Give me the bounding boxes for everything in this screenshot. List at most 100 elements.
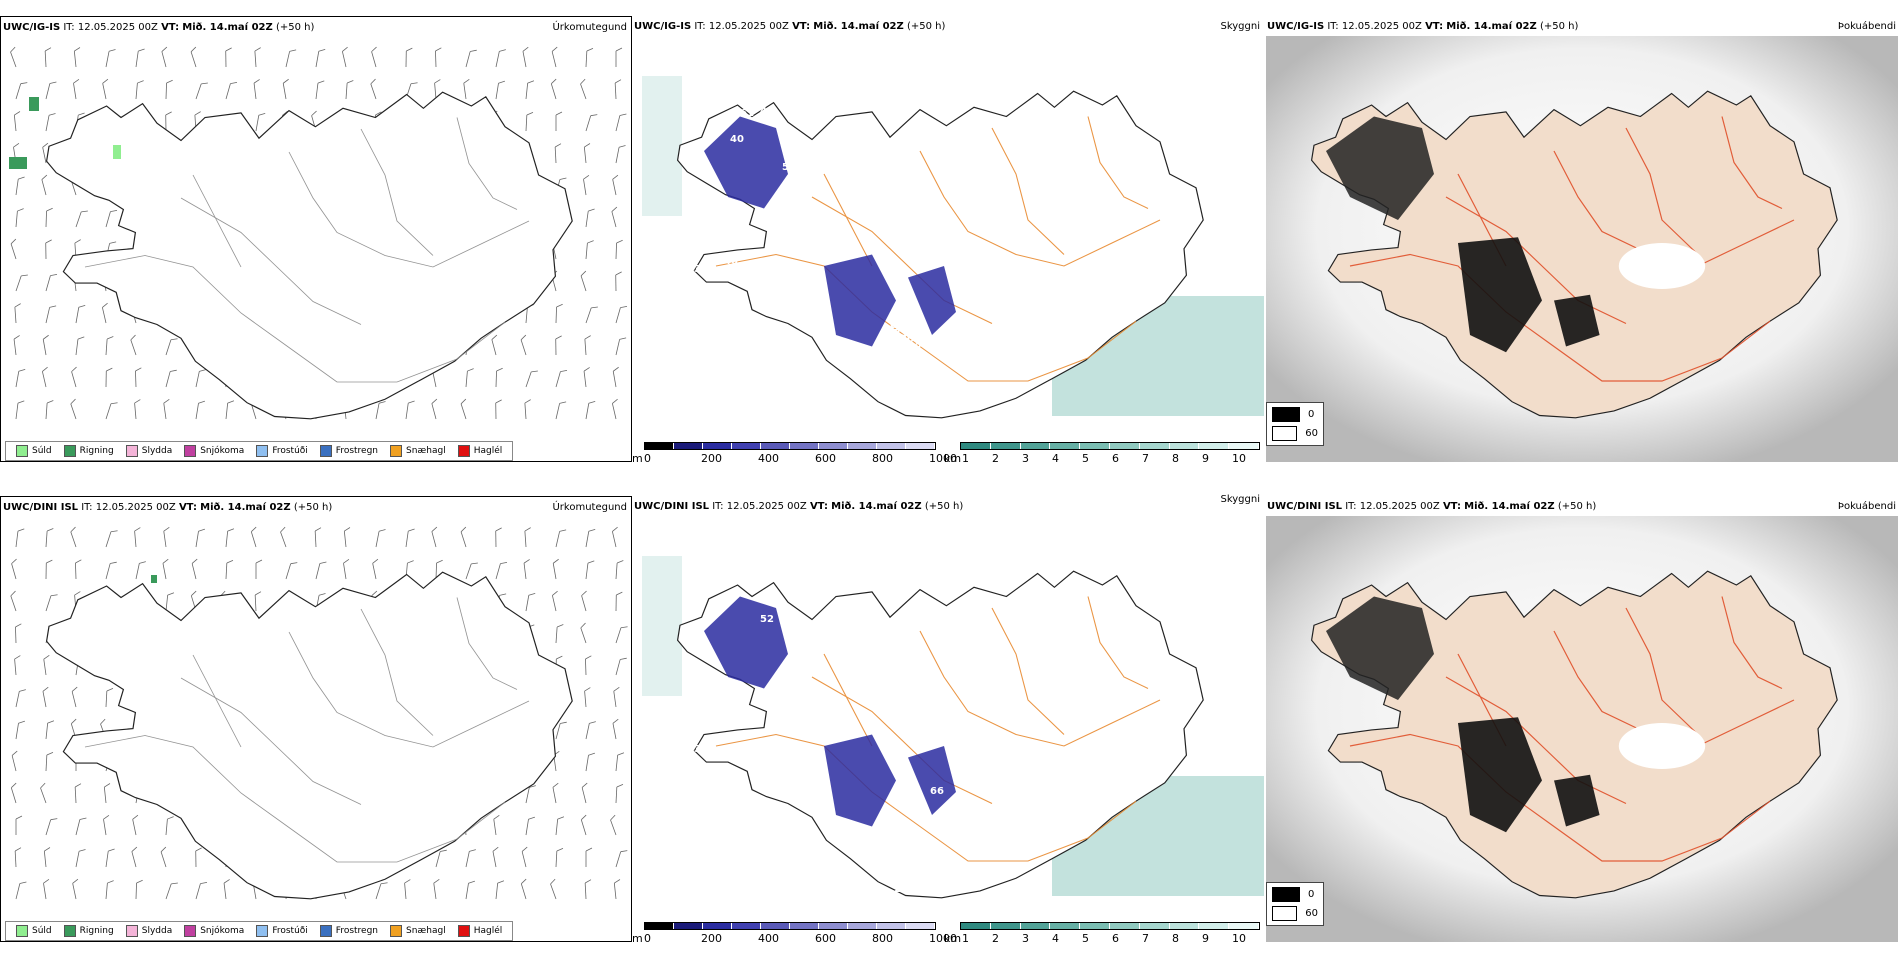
vis-value-label: 59 [782, 162, 796, 173]
colorbar-tick: 200 [701, 452, 722, 465]
vis-value-label: 49 [760, 106, 774, 117]
lead-time: (+50 h) [1540, 21, 1578, 32]
valid-time: Mið. 14.maí 02Z [182, 22, 273, 33]
colorbar-tick: 600 [815, 932, 836, 945]
colorbar-tick: 8 [1172, 452, 1179, 465]
it-label: IT: [712, 501, 723, 512]
legend-label: Haglél [474, 446, 503, 456]
legend-label: 60 [1305, 908, 1318, 919]
precip-type-panel: UWC/DINI ISL IT: 12.05.2025 00Z VT: Mið.… [0, 496, 632, 942]
colorbar-tick: 6 [1112, 932, 1119, 945]
valid-time: Mið. 14.maí 02Z [200, 502, 291, 513]
vis-value-label: 71 [797, 168, 811, 179]
lead-time: (+50 h) [925, 501, 963, 512]
legend-label: Frostregn [336, 446, 378, 456]
colorbar-tick: 7 [1142, 932, 1149, 945]
legend-label: Snjókoma [200, 926, 244, 936]
fog-legend: 0 60 [1266, 882, 1324, 926]
init-time: 12.05.2025 00Z [96, 502, 176, 513]
model-name: UWC/DINI ISL [634, 501, 709, 512]
vis-value-label: 62 [908, 342, 922, 353]
legend-swatch [390, 445, 402, 457]
legend-label: 60 [1305, 428, 1318, 439]
legend-label: 0 [1308, 889, 1314, 900]
legend-swatch [64, 445, 76, 457]
legend-swatch [1272, 426, 1297, 441]
colorbar-tick: 800 [872, 452, 893, 465]
vt-label: VT: [792, 21, 810, 32]
colorbar-tick: 0 [644, 452, 651, 465]
vis-value-label: 02 [894, 368, 908, 379]
legend-label: Frostúði [272, 446, 307, 456]
panel-header: UWC/DINI ISL IT: 12.05.2025 00Z VT: Mið.… [3, 502, 332, 514]
model-name: UWC/DINI ISL [3, 502, 78, 513]
it-label: IT: [694, 21, 705, 32]
valid-time: Mið. 14.maí 02Z [813, 21, 904, 32]
vis-value-label: 34 [694, 264, 708, 275]
vis-value-label: 61 [740, 108, 754, 119]
legend-label: Snæhagl [406, 926, 446, 936]
init-time: 12.05.2025 00Z [727, 501, 807, 512]
fog-map[interactable] [1266, 36, 1898, 462]
lead-time: (+50 h) [907, 21, 945, 32]
legend-swatch [390, 925, 402, 937]
legend-swatch [256, 925, 268, 937]
vis-value-label: 78 [927, 858, 941, 869]
legend-label: Súld [32, 926, 52, 936]
legend-label: Snæhagl [406, 446, 446, 456]
colorbar-tick: 5 [1082, 932, 1089, 945]
valid-time: Mið. 14.maí 02Z [1464, 501, 1555, 512]
colorbar-tick: 4 [1052, 932, 1059, 945]
legend-label: Frostúði [272, 926, 307, 936]
precip-map[interactable] [1, 517, 631, 917]
it-label: IT: [81, 502, 92, 513]
fog-index-panel: UWC/DINI ISL IT: 12.05.2025 00Z VT: Mið.… [1264, 496, 1900, 942]
legend-swatch [1272, 906, 1297, 921]
legend-swatch [126, 445, 138, 457]
legend-label: Slydda [142, 926, 172, 936]
vis-value-label: 40 [724, 256, 738, 267]
legend-swatch [458, 445, 470, 457]
colorbar-unit: m [632, 452, 643, 465]
fog-index-panel: UWC/IG-IS IT: 12.05.2025 00Z VT: Mið. 14… [1264, 16, 1900, 462]
init-time: 12.05.2025 00Z [1360, 501, 1440, 512]
legend-label: Slydda [142, 446, 172, 456]
panel-header: UWC/IG-IS IT: 12.05.2025 00Z VT: Mið. 14… [3, 22, 314, 34]
model-name: UWC/IG-IS [3, 22, 60, 33]
legend-swatch [1272, 887, 1300, 902]
fog-map[interactable] [1266, 516, 1898, 942]
vis-value-label: 66 [930, 786, 944, 797]
colorbar-tick: 9 [1202, 452, 1209, 465]
valid-time: Mið. 14.maí 02Z [831, 501, 922, 512]
vis-value-label: 50 [818, 246, 832, 257]
legend-label: Rigning [80, 446, 114, 456]
colorbar-tick: 0 [644, 932, 651, 945]
colorbar-unit: km [944, 452, 961, 465]
vt-label: VT: [1443, 501, 1461, 512]
vis-value-label: 56 [818, 736, 832, 747]
colorbar-tick: 5 [1082, 452, 1089, 465]
vis-value-label: 40 [730, 134, 744, 145]
precip-panel-title: Úrkomutegund [552, 502, 627, 513]
legend-swatch [184, 925, 196, 937]
lead-time: (+50 h) [1558, 501, 1596, 512]
vis-value-label: 36 [694, 744, 708, 755]
legend-label: Rigning [80, 926, 114, 936]
colorbar-tick: 200 [701, 932, 722, 945]
precip-map[interactable] [1, 37, 631, 437]
init-time: 12.05.2025 00Z [709, 21, 789, 32]
vis-value-label: 82 [792, 140, 806, 151]
model-row: UWC/IG-IS IT: 12.05.2025 00Z VT: Mið. 14… [0, 12, 1900, 482]
vis-panel-title: Skyggni [1220, 21, 1260, 32]
precip-type-panel: UWC/IG-IS IT: 12.05.2025 00Z VT: Mið. 14… [0, 16, 632, 462]
legend-label: Haglél [474, 926, 503, 936]
panel-header: UWC/IG-IS IT: 12.05.2025 00Z VT: Mið. 14… [634, 21, 945, 33]
vis-value-label: 29 [894, 884, 908, 895]
colorbar-tick: 600 [815, 452, 836, 465]
